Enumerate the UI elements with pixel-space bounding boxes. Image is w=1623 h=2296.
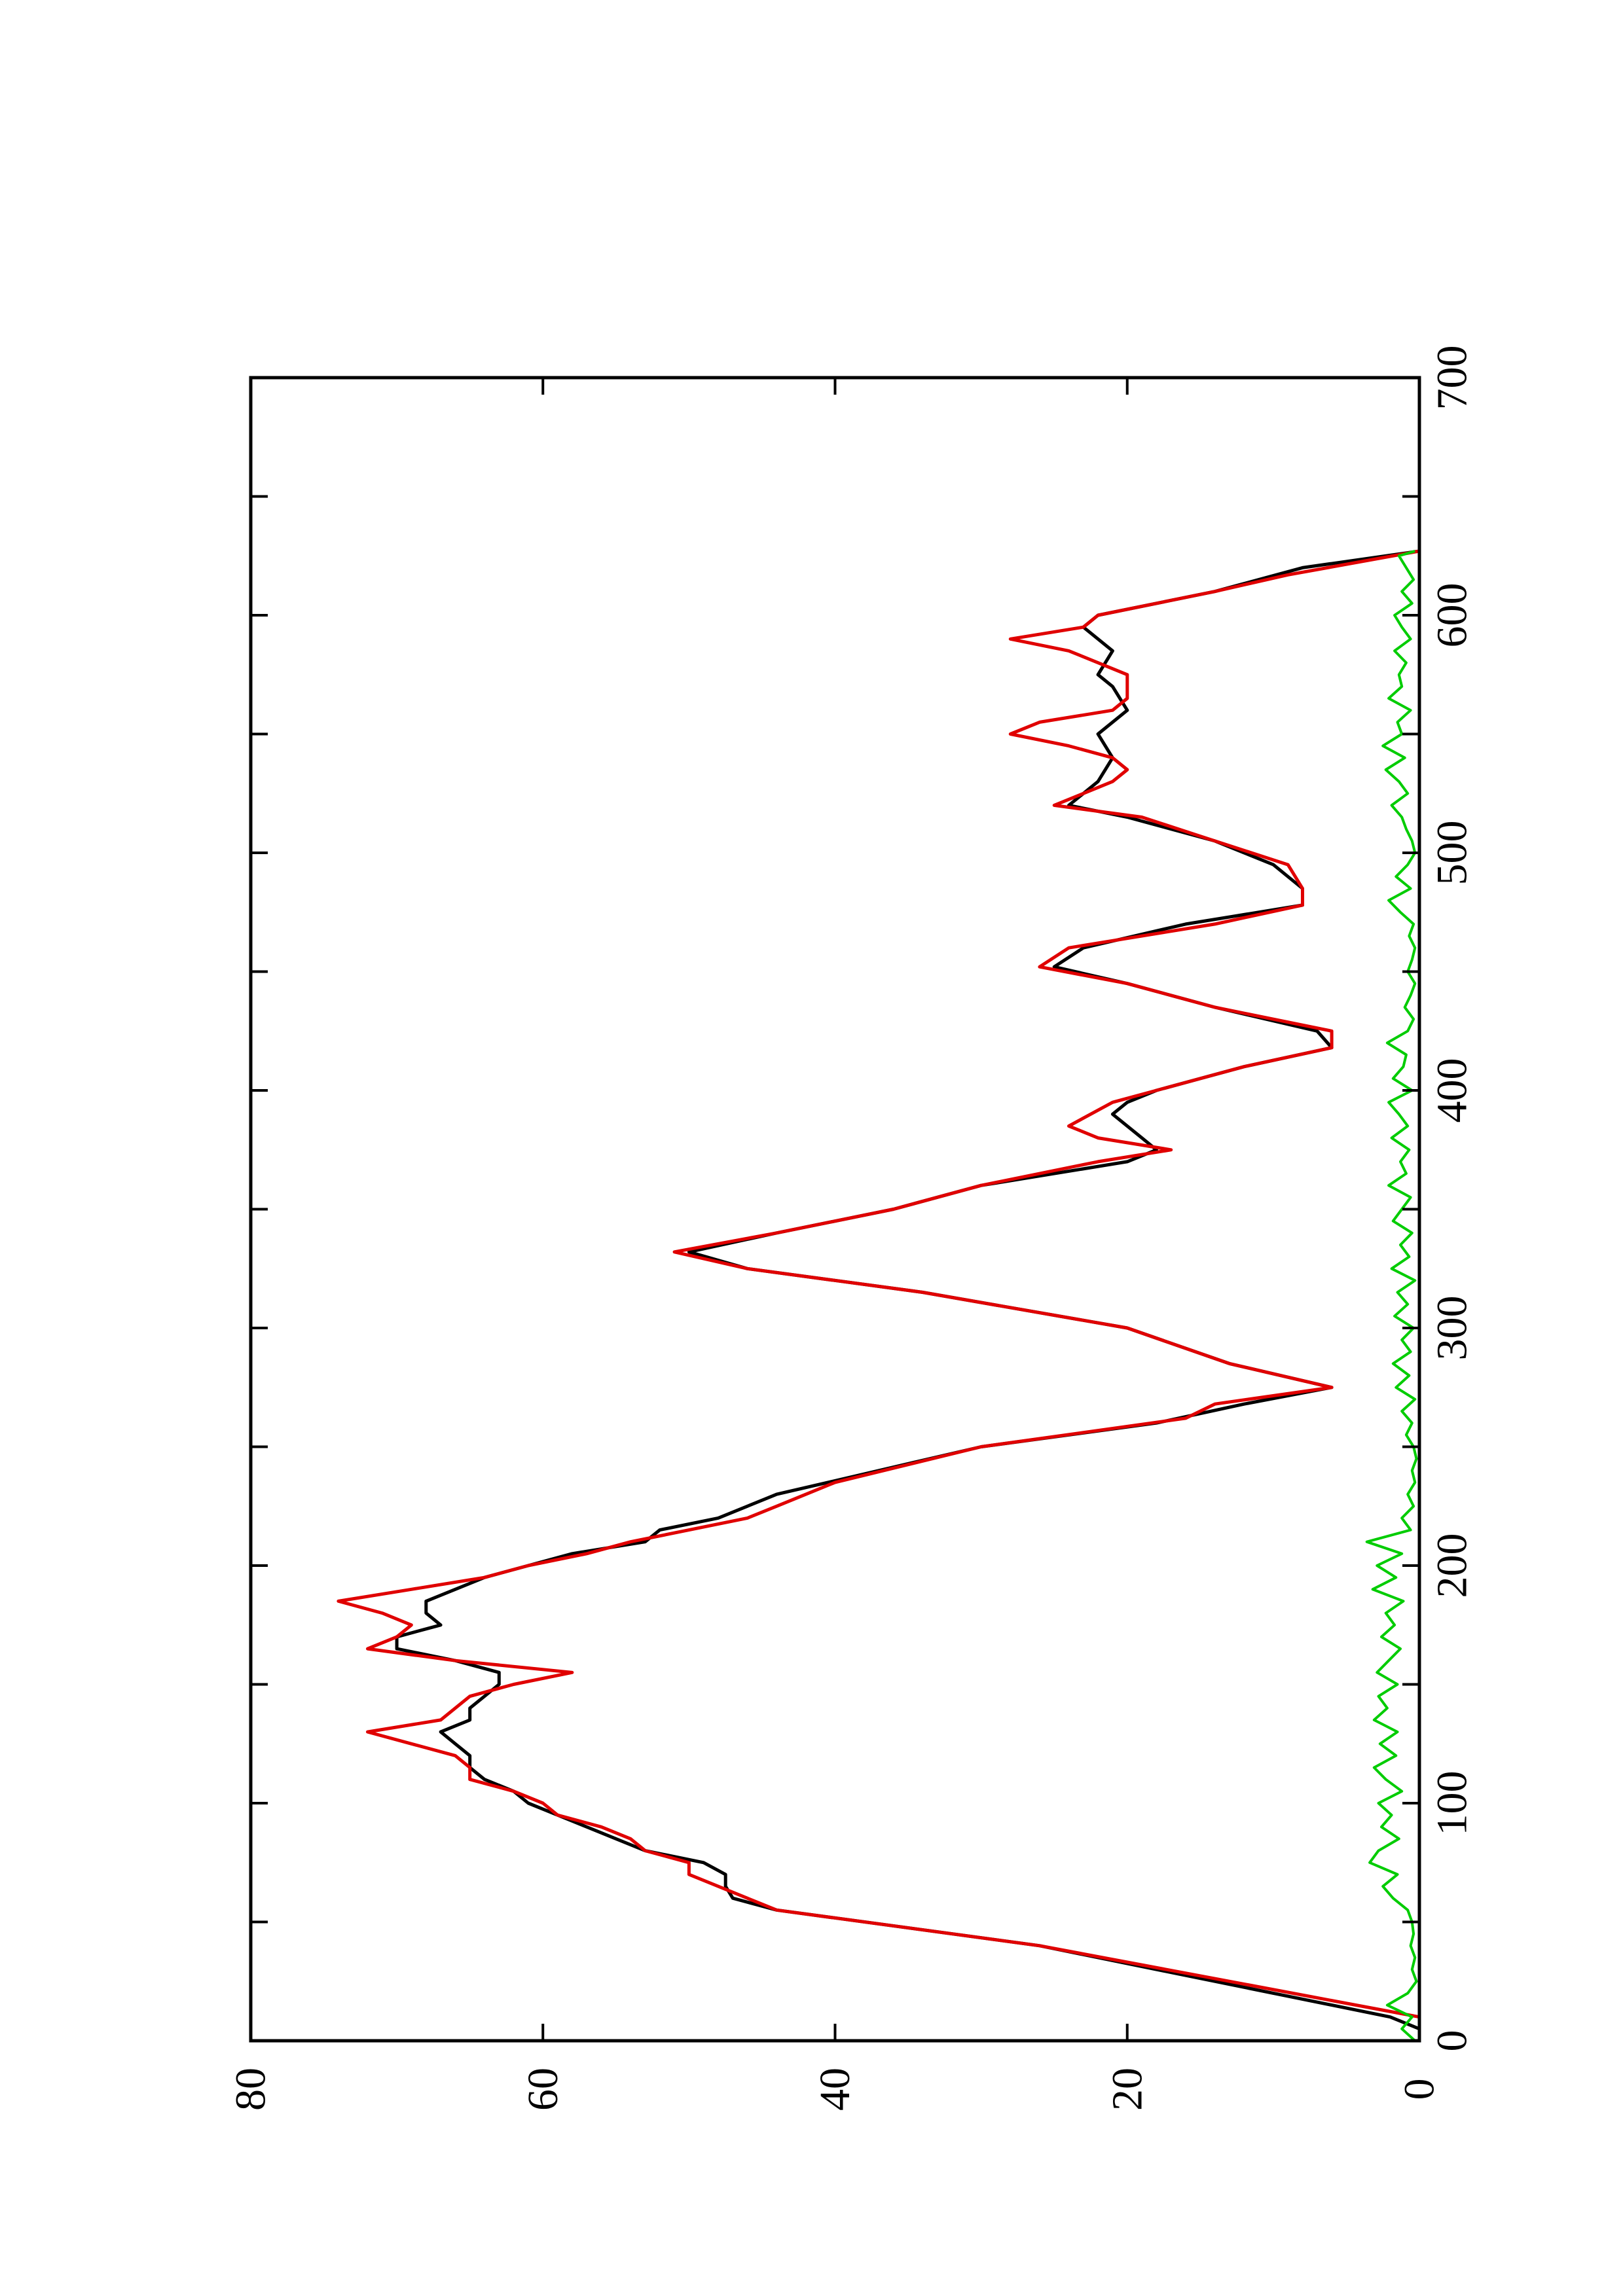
x-tick-label: 600 [1429,583,1476,648]
y-tick-label: 20 [1103,2068,1151,2111]
x-tick-label: 400 [1429,1058,1476,1123]
ticks-layer [251,378,1419,2041]
x-tick-label: 700 [1429,346,1476,410]
labels-layer: 0 100 200 300 400 500 600 700 0 20 40 60 80 [227,346,1476,2111]
series-layer [337,549,1421,2042]
y-tick-label: 80 [227,2068,275,2111]
y-tick-label: 0 [1396,2079,1444,2100]
plot-frame [249,376,1421,2043]
x-tick-label: 300 [1429,1296,1476,1361]
y-tick-label: 60 [519,2068,567,2111]
x-tick-label: 200 [1429,1534,1476,1598]
x-tick-label: 0 [1429,2030,1476,2052]
x-tick-label: 500 [1429,821,1476,886]
x-tick-label: 100 [1429,1771,1476,1836]
series-line-3 [1365,550,1418,2042]
series-line-2 [337,549,1421,2041]
y-tick-label: 40 [811,2068,859,2111]
